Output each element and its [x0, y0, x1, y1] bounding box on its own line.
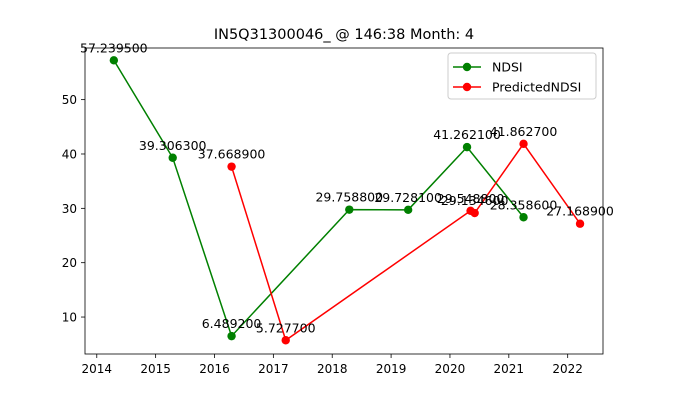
y-tick-label: 20	[62, 256, 77, 270]
data-label: 5.727700	[256, 320, 316, 335]
x-tick-label: 2019	[376, 362, 407, 376]
x-tick-label: 2018	[317, 362, 348, 376]
data-label: 29.758800	[315, 190, 383, 205]
data-point-ndsi	[345, 205, 354, 214]
data-label: 29.548800	[437, 191, 505, 206]
y-tick-label: 40	[62, 147, 77, 161]
legend-marker-predicted-ndsi	[462, 82, 472, 92]
data-label: 37.668900	[198, 147, 266, 162]
data-point-predicted-ndsi	[227, 162, 236, 171]
chart-title: IN5Q31300046_ @ 146:38 Month: 4	[214, 27, 474, 43]
data-point-predicted-ndsi	[575, 219, 585, 228]
data-point-ndsi	[168, 153, 177, 162]
legend: NDSI PredictedNDSI	[447, 52, 597, 100]
x-tick-label: 2021	[494, 362, 525, 376]
data-label: 41.262100	[433, 127, 501, 142]
data-point-predicted-ndsi	[519, 139, 528, 149]
data-point-ndsi	[519, 213, 528, 222]
data-label: 29.728100	[374, 190, 442, 205]
legend-label-ndsi: NDSI	[492, 60, 523, 75]
data-label: 29.134600	[441, 193, 509, 208]
data-point-ndsi	[109, 56, 119, 65]
plot-frame	[84, 47, 604, 355]
x-axis: 2014 2015 2016 2017 2018 2019 2020 2021 2022	[81, 354, 583, 376]
x-tick-label: 2022	[552, 362, 583, 376]
data-label: 27.168900	[546, 204, 614, 219]
data-point-ndsi	[227, 331, 236, 341]
x-tick-label: 2016	[199, 362, 230, 376]
y-tick-label: 50	[62, 93, 77, 107]
legend-frame	[447, 52, 597, 100]
data-labels: 57.23950039.3063006.48920029.75880029.72…	[80, 40, 614, 335]
data-point-ndsi	[403, 205, 413, 215]
data-label: 39.306300	[139, 138, 207, 153]
data-label: 6.489200	[202, 316, 262, 331]
data-label: 28.358600	[490, 197, 558, 212]
x-tick-label: 2017	[258, 362, 289, 376]
y-axis: 10 20 30 40 50	[62, 93, 85, 325]
y-tick-label: 30	[62, 202, 77, 216]
y-tick-label: 10	[62, 311, 77, 325]
legend-label-predicted-ndsi: PredictedNDSI	[492, 80, 581, 95]
data-point-predicted-ndsi	[470, 208, 479, 218]
data-label: 41.862700	[490, 124, 558, 139]
series-layer	[109, 56, 585, 345]
x-tick-label: 2014	[81, 362, 112, 376]
x-tick-label: 2015	[140, 362, 171, 376]
data-point-predicted-ndsi	[281, 336, 290, 345]
x-tick-label: 2020	[435, 362, 466, 376]
data-point-ndsi	[462, 142, 472, 152]
legend-marker-ndsi	[462, 62, 472, 72]
